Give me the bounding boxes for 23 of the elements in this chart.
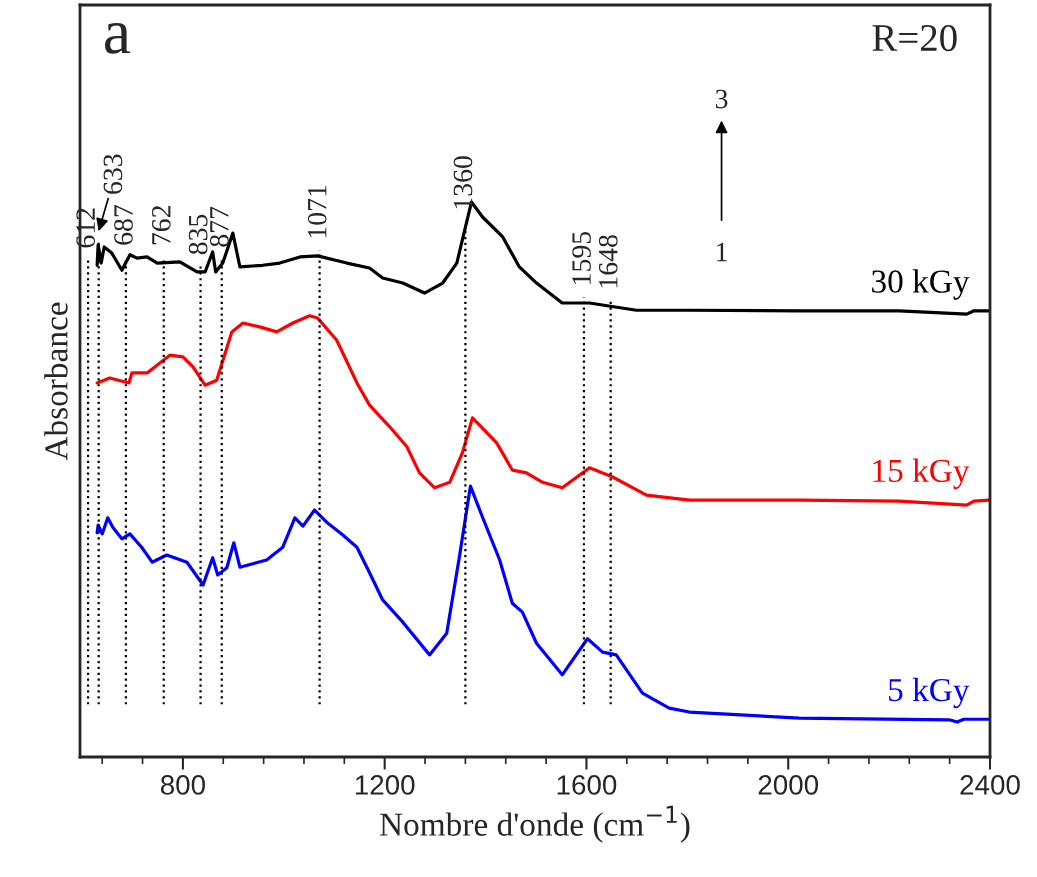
x-tick-label: 1600 <box>557 775 617 795</box>
annotation: 1 <box>717 242 727 262</box>
ref-line-label: 762 <box>152 205 171 245</box>
series-label: 15 kGy <box>873 458 970 489</box>
ref-line-label: 1360 <box>453 156 473 209</box>
text: R=20 <box>872 24 957 52</box>
y-axis-title: Absorbance <box>44 302 68 461</box>
x-tick-label: 800 <box>160 775 205 795</box>
series-label: 5 kGy <box>889 677 970 709</box>
x-axis-title: Nombre d'onde (cm$^{−1}$) <box>379 805 690 843</box>
x-tick-label: 2000 <box>758 775 819 795</box>
text: a <box>105 23 131 54</box>
ref-line-label: 633 <box>103 154 123 194</box>
x-tick-label: 2400 <box>960 775 1020 795</box>
series-label: 30 kGy <box>872 269 970 300</box>
x-tick-label: 1200 <box>355 775 415 795</box>
ref-line-label: 877 <box>209 206 229 247</box>
ref-line-label: 1648 <box>598 235 618 288</box>
text: 3 <box>715 89 728 109</box>
ref-line-label: 687 <box>114 204 133 245</box>
ref-line-label: 1595 <box>572 231 591 284</box>
ref-line-label: 835 <box>188 214 208 255</box>
ref-line-label: 1071 <box>307 185 327 238</box>
